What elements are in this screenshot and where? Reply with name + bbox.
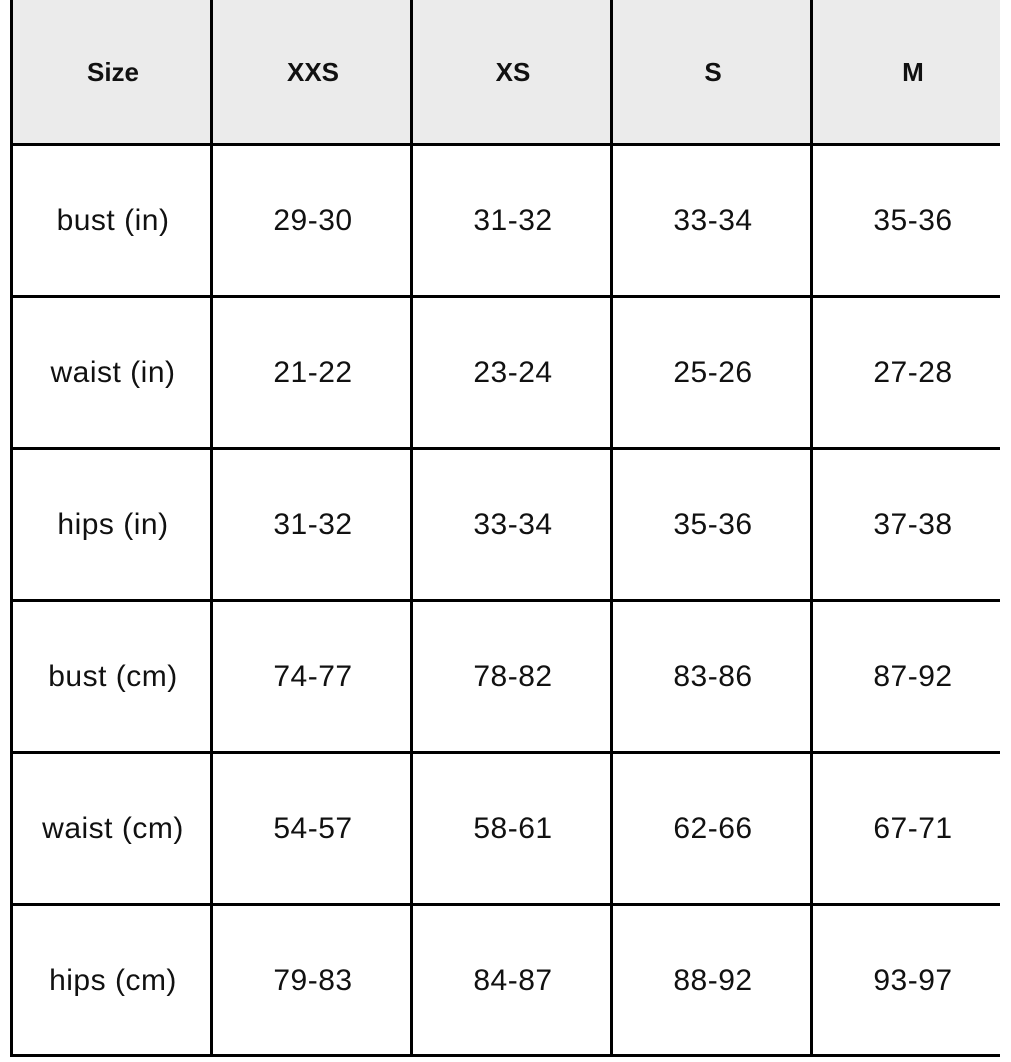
row-label: bust (in) — [56, 203, 170, 237]
row-divider — [10, 903, 1000, 906]
column-divider — [210, 0, 213, 1057]
table-cell: 25-26 — [673, 355, 753, 389]
table-cell: 21-22 — [273, 355, 353, 389]
column-header: XS — [495, 56, 531, 87]
row-divider — [10, 295, 1000, 298]
table-cell: 58-61 — [473, 811, 553, 845]
row-label: waist (in) — [50, 355, 176, 389]
table-cell: 29-30 — [273, 203, 353, 237]
table-cell: 84-87 — [473, 963, 553, 997]
table-cell: 31-32 — [273, 507, 353, 541]
table-cell: 79-83 — [273, 963, 353, 997]
row-divider — [10, 751, 1000, 754]
table-cell: 33-34 — [473, 507, 553, 541]
table-cell: 23-24 — [473, 355, 553, 389]
table-cell: 78-82 — [473, 659, 553, 693]
column-divider — [610, 0, 613, 1057]
row-label: waist (cm) — [42, 811, 184, 845]
column-header: S — [704, 56, 722, 87]
header-row-background — [10, 0, 1000, 144]
table-cell: 33-34 — [673, 203, 753, 237]
table-cell: 35-36 — [673, 507, 753, 541]
column-header: XXS — [286, 56, 340, 87]
row-label: hips (cm) — [49, 963, 177, 997]
table-cell: 35-36 — [873, 203, 953, 237]
column-divider — [810, 0, 813, 1057]
table-cell: 27-28 — [873, 355, 953, 389]
table-cell: 83-86 — [673, 659, 753, 693]
column-header: M — [902, 56, 924, 87]
column-header: Size — [86, 56, 140, 87]
row-divider — [10, 143, 1000, 146]
column-divider — [10, 0, 13, 1057]
table-cell: 67-71 — [873, 811, 953, 845]
row-label: bust (cm) — [48, 659, 178, 693]
row-divider — [10, 447, 1000, 450]
column-divider — [410, 0, 413, 1057]
table-cell: 88-92 — [673, 963, 753, 997]
row-divider — [10, 599, 1000, 602]
row-divider — [10, 1054, 1000, 1057]
table-cell: 87-92 — [873, 659, 953, 693]
table-cell: 54-57 — [273, 811, 353, 845]
row-label: hips (in) — [57, 507, 169, 541]
table-cell: 37-38 — [873, 507, 953, 541]
table-cell: 31-32 — [473, 203, 553, 237]
table-cell: 74-77 — [273, 659, 353, 693]
table-cell: 93-97 — [873, 963, 953, 997]
table-cell: 62-66 — [673, 811, 753, 845]
